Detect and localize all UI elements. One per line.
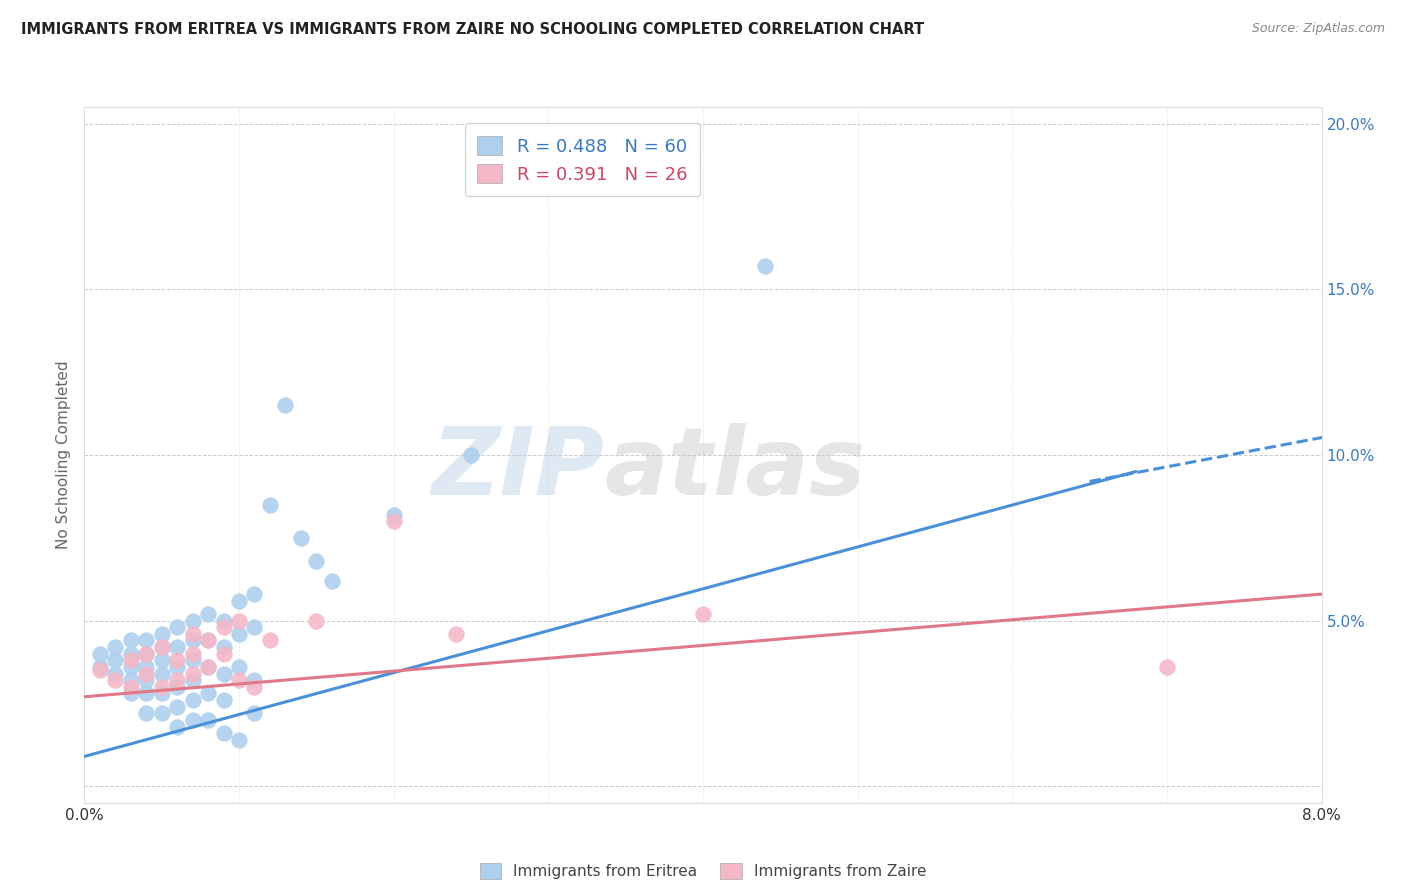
Point bbox=[181, 633, 204, 648]
Point bbox=[181, 666, 204, 681]
Y-axis label: No Schooling Completed: No Schooling Completed bbox=[56, 360, 72, 549]
Point bbox=[166, 653, 188, 667]
Point bbox=[692, 607, 714, 621]
Point bbox=[89, 660, 111, 674]
Point bbox=[120, 660, 142, 674]
Point bbox=[181, 627, 204, 641]
Point bbox=[197, 633, 219, 648]
Point bbox=[212, 726, 235, 740]
Point bbox=[197, 607, 219, 621]
Point bbox=[197, 660, 219, 674]
Point bbox=[228, 660, 250, 674]
Point bbox=[135, 673, 157, 688]
Point bbox=[382, 508, 405, 522]
Point bbox=[135, 706, 157, 721]
Point bbox=[1156, 660, 1178, 674]
Point bbox=[150, 653, 173, 667]
Point bbox=[243, 620, 266, 634]
Point bbox=[212, 647, 235, 661]
Point bbox=[305, 614, 328, 628]
Point bbox=[166, 673, 188, 688]
Point bbox=[120, 653, 142, 667]
Point bbox=[181, 647, 204, 661]
Point bbox=[259, 633, 281, 648]
Text: IMMIGRANTS FROM ERITREA VS IMMIGRANTS FROM ZAIRE NO SCHOOLING COMPLETED CORRELAT: IMMIGRANTS FROM ERITREA VS IMMIGRANTS FR… bbox=[21, 22, 924, 37]
Point bbox=[89, 663, 111, 677]
Point bbox=[212, 640, 235, 654]
Point bbox=[212, 693, 235, 707]
Point bbox=[460, 448, 482, 462]
Point bbox=[150, 686, 173, 700]
Point bbox=[150, 666, 173, 681]
Point bbox=[228, 614, 250, 628]
Point bbox=[197, 713, 219, 727]
Point bbox=[104, 653, 127, 667]
Point bbox=[120, 633, 142, 648]
Point bbox=[754, 259, 776, 273]
Point bbox=[181, 614, 204, 628]
Point bbox=[212, 620, 235, 634]
Point bbox=[259, 498, 281, 512]
Point bbox=[228, 593, 250, 607]
Point bbox=[135, 633, 157, 648]
Point bbox=[120, 647, 142, 661]
Point bbox=[444, 627, 467, 641]
Point bbox=[135, 660, 157, 674]
Point bbox=[104, 673, 127, 688]
Point bbox=[135, 666, 157, 681]
Point bbox=[228, 673, 250, 688]
Point bbox=[135, 647, 157, 661]
Point bbox=[135, 686, 157, 700]
Point bbox=[120, 686, 142, 700]
Point bbox=[166, 680, 188, 694]
Point bbox=[150, 640, 173, 654]
Point bbox=[181, 653, 204, 667]
Point bbox=[181, 693, 204, 707]
Point bbox=[181, 713, 204, 727]
Point bbox=[135, 647, 157, 661]
Point bbox=[197, 633, 219, 648]
Point bbox=[243, 673, 266, 688]
Point bbox=[166, 699, 188, 714]
Point bbox=[382, 514, 405, 528]
Point bbox=[104, 666, 127, 681]
Point bbox=[104, 640, 127, 654]
Point bbox=[89, 647, 111, 661]
Point bbox=[166, 620, 188, 634]
Point bbox=[243, 706, 266, 721]
Point bbox=[197, 686, 219, 700]
Point bbox=[120, 673, 142, 688]
Text: Source: ZipAtlas.com: Source: ZipAtlas.com bbox=[1251, 22, 1385, 36]
Point bbox=[321, 574, 343, 588]
Text: atlas: atlas bbox=[605, 423, 865, 515]
Point bbox=[290, 531, 312, 545]
Point bbox=[274, 398, 297, 412]
Point bbox=[228, 627, 250, 641]
Point bbox=[228, 732, 250, 747]
Point bbox=[166, 720, 188, 734]
Point bbox=[181, 673, 204, 688]
Point bbox=[150, 680, 173, 694]
Text: ZIP: ZIP bbox=[432, 423, 605, 515]
Point bbox=[150, 706, 173, 721]
Point bbox=[150, 627, 173, 641]
Point bbox=[212, 666, 235, 681]
Point bbox=[243, 587, 266, 601]
Point bbox=[243, 680, 266, 694]
Point bbox=[120, 680, 142, 694]
Point bbox=[150, 640, 173, 654]
Point bbox=[166, 660, 188, 674]
Legend: Immigrants from Eritrea, Immigrants from Zaire: Immigrants from Eritrea, Immigrants from… bbox=[474, 856, 932, 886]
Point bbox=[197, 660, 219, 674]
Point bbox=[305, 554, 328, 568]
Point bbox=[166, 640, 188, 654]
Point bbox=[212, 614, 235, 628]
